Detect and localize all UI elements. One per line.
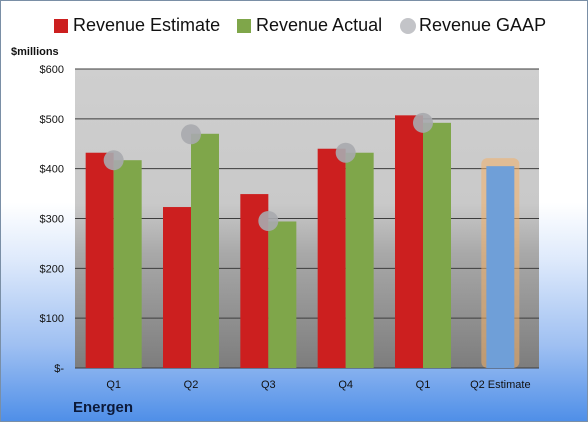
y-tick-label: $200: [40, 263, 64, 275]
x-tick-label: Q2: [184, 379, 199, 391]
bar-q2-estimate: [486, 166, 515, 368]
bar-revenue-actual: [113, 160, 142, 368]
legend-label-revenue-actual: Revenue Actual: [256, 15, 383, 35]
marker-revenue-gaap: [103, 150, 124, 171]
marker-revenue-gaap: [258, 210, 279, 231]
legend-label-revenue-estimate: Revenue Estimate: [73, 15, 221, 35]
legend-swatch-revenue-actual: [237, 19, 251, 33]
marker-revenue-gaap: [335, 142, 356, 163]
y-tick-label: $500: [40, 114, 64, 126]
bar-revenue-estimate: [395, 115, 423, 368]
bar-revenue-estimate: [317, 148, 346, 368]
legend: Revenue Estimate Revenue Actual Revenue …: [1, 1, 587, 47]
x-tick-label: Q4: [338, 379, 353, 391]
bar-revenue-estimate: [163, 207, 191, 368]
legend-marker-revenue-gaap: [400, 18, 416, 34]
y-tick-label: $-: [54, 363, 64, 375]
y-tick-label: $400: [40, 164, 64, 176]
legend-swatch-revenue-estimate: [54, 19, 68, 33]
legend-label-revenue-gaap: Revenue GAAP: [419, 15, 547, 35]
marker-revenue-gaap: [413, 112, 433, 133]
bar-revenue-actual: [345, 152, 374, 368]
x-tick-label: Q1: [106, 379, 121, 391]
company-name: Energen: [73, 399, 134, 416]
y-tick-label: $100: [40, 313, 64, 325]
bar-revenue-actual: [268, 221, 297, 368]
bar-revenue-actual: [191, 133, 219, 368]
y-tick-label: $300: [40, 214, 64, 226]
x-tick-label: Q2 Estimate: [470, 379, 531, 391]
x-tick-label: Q1: [416, 379, 431, 391]
y-tick-label: $600: [40, 64, 64, 76]
bar-revenue-actual: [423, 122, 451, 368]
marker-revenue-gaap: [181, 124, 201, 145]
x-tick-label: Q3: [261, 379, 276, 391]
bar-revenue-estimate: [85, 152, 114, 368]
y-axis-label: $millions: [11, 46, 59, 58]
